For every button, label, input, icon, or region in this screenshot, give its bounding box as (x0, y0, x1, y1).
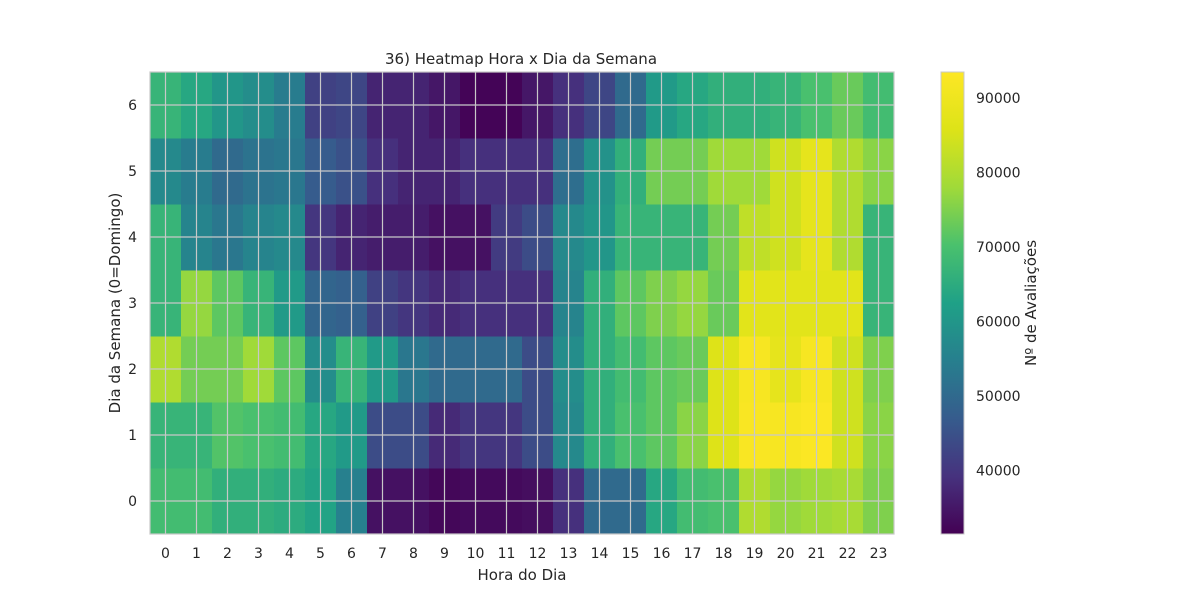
x-tick-label: 4 (285, 546, 294, 562)
x-tick-labels: 0 1 2 3 4 5 6 7 8 9 10 11 12 13 14 15 16 17 18 19 20 21 22 23 (161, 546, 887, 562)
colorbar (940, 71, 965, 535)
colorbar-tick-labels: 40000 50000 60000 70000 80000 90000 (976, 91, 1021, 480)
colorbar-tick-label: 90000 (976, 91, 1021, 107)
x-tick-label: 5 (316, 546, 325, 562)
y-tick-labels: 0 1 2 3 4 5 6 (128, 98, 137, 510)
x-tick-label: 9 (440, 546, 449, 562)
x-tick-label: 15 (622, 546, 640, 562)
x-tick-label: 17 (684, 546, 702, 562)
x-tick-label: 23 (870, 546, 888, 562)
x-tick-label: 19 (746, 546, 764, 562)
y-axis-label: Dia da Semana (0=Domingo) (106, 193, 124, 414)
x-tick-label: 10 (467, 546, 485, 562)
x-tick-label: 16 (653, 546, 671, 562)
x-tick-label: 18 (715, 546, 733, 562)
y-tick-label: 3 (128, 296, 137, 312)
x-axis-label: Hora do Dia (478, 566, 567, 584)
y-tick-label: 6 (128, 98, 137, 114)
y-tick-label: 5 (128, 164, 137, 180)
heatmap-grid (150, 72, 894, 534)
x-tick-label: 2 (223, 546, 232, 562)
chart-title: 36) Heatmap Hora x Dia da Semana (385, 50, 657, 68)
x-tick-label: 7 (378, 546, 387, 562)
x-tick-label: 1 (192, 546, 201, 562)
x-tick-label: 11 (498, 546, 516, 562)
x-tick-label: 8 (409, 546, 418, 562)
x-tick-label: 0 (161, 546, 170, 562)
x-tick-label: 13 (560, 546, 578, 562)
colorbar-tick-label: 80000 (976, 166, 1021, 182)
y-tick-label: 0 (128, 494, 137, 510)
y-tick-label: 2 (128, 362, 137, 378)
x-tick-label: 21 (808, 546, 826, 562)
plot-frame (149, 71, 895, 535)
x-tick-label: 12 (529, 546, 547, 562)
colorbar-tick-label: 60000 (976, 315, 1021, 331)
x-tick-label: 20 (777, 546, 795, 562)
colorbar-tick-label: 50000 (976, 389, 1021, 405)
x-tick-label: 6 (347, 546, 356, 562)
y-tick-label: 4 (128, 230, 137, 246)
x-tick-label: 3 (254, 546, 263, 562)
y-tick-label: 1 (128, 428, 137, 444)
colorbar-tick-label: 70000 (976, 240, 1021, 256)
colorbar-label: Nº de Avaliações (1022, 240, 1040, 366)
x-tick-label: 22 (839, 546, 857, 562)
x-tick-label: 14 (591, 546, 609, 562)
colorbar-tick-label: 40000 (976, 464, 1021, 480)
